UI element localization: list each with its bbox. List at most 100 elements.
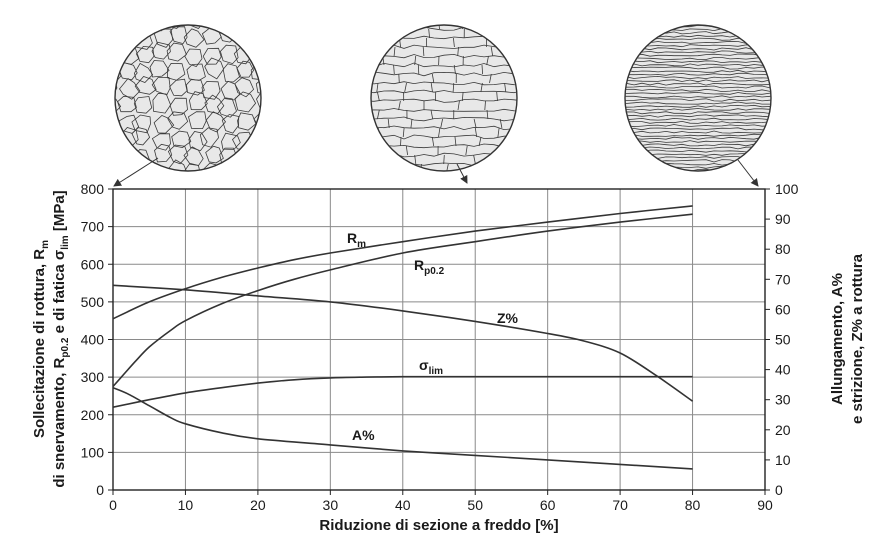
grain-boundary	[625, 79, 771, 83]
grain-boundary	[625, 53, 771, 57]
grain-boundary	[167, 111, 189, 130]
grain-boundary	[149, 60, 170, 78]
grain-boundary	[371, 116, 517, 122]
grain-boundary	[201, 81, 221, 100]
grain-boundary	[486, 55, 489, 66]
grain-boundary	[199, 127, 219, 148]
grain-boundary	[371, 98, 517, 103]
y-axis-left-title-line2: di snervamento, Rp0.2 e di fatica σlim […	[51, 190, 71, 487]
grain-boundary	[234, 77, 255, 98]
grain-boundary	[522, 29, 523, 38]
grain-boundary	[371, 134, 517, 140]
grain-boundary	[625, 60, 771, 64]
grain-boundary	[457, 100, 460, 111]
grain-boundary	[625, 111, 771, 115]
x-tick-label: 10	[178, 497, 194, 513]
y-tick-label-left: 500	[81, 294, 105, 310]
grain-boundary	[221, 164, 240, 171]
grain-boundary	[625, 136, 771, 140]
grain-boundary	[202, 47, 222, 65]
y-tick-label-right: 70	[775, 271, 791, 287]
grain-boundary	[625, 120, 771, 124]
x-tick-label: 20	[250, 497, 266, 513]
grain-boundary	[625, 101, 771, 105]
grain-boundary	[431, 73, 435, 84]
grain-boundary	[151, 133, 171, 151]
grain-boundary	[376, 82, 379, 93]
grain-boundary	[625, 114, 771, 118]
grain-boundary	[252, 25, 261, 27]
grain-boundary	[115, 148, 121, 167]
grain-boundary	[428, 28, 430, 39]
grain-boundary	[625, 63, 771, 67]
grain-boundary	[523, 146, 524, 155]
y-tick-label-right: 30	[775, 392, 791, 408]
label-sigma-lim: σlim	[419, 357, 443, 377]
grain-boundary	[625, 130, 771, 134]
grain-boundary	[478, 136, 482, 147]
grain-boundary	[499, 118, 503, 129]
grain-boundary	[625, 85, 771, 89]
y-tick-label-right: 10	[775, 452, 791, 468]
grain-boundary	[119, 77, 141, 100]
grain-boundary	[490, 46, 494, 57]
y-tick-label-right: 20	[775, 422, 791, 438]
grain-boundary	[116, 25, 136, 28]
grain-boundary	[625, 69, 771, 73]
grain-boundary	[371, 143, 517, 149]
grain-boundary	[398, 73, 400, 84]
grain-boundary	[167, 144, 189, 165]
y-tick-label-right: 80	[775, 241, 791, 257]
grain-boundary	[115, 111, 118, 129]
grain-boundary	[149, 164, 168, 171]
x-axis-title: Riduzione di sezione a freddo [%]	[319, 517, 558, 534]
grain-boundary	[250, 62, 261, 81]
arrow-micrograph-2	[456, 163, 468, 184]
grain-boundary	[115, 62, 122, 82]
grain-boundary	[486, 109, 489, 120]
arrow-micrograph-1	[113, 157, 159, 187]
arrow-micrograph-3	[737, 159, 759, 187]
grain-boundary	[134, 76, 157, 95]
grain-boundary	[454, 136, 457, 147]
x-tick-label: 40	[395, 497, 411, 513]
grain-boundary	[371, 53, 517, 59]
grain-boundary	[393, 64, 395, 75]
grain-boundary	[517, 164, 519, 173]
tick-labels: 0 10 20 30 40 50 60 70 80 90010020030040050060070…	[81, 181, 799, 513]
grain-boundary	[453, 64, 456, 75]
grain-boundary	[431, 136, 435, 147]
grain-boundary	[625, 133, 771, 137]
grain-boundary	[219, 44, 239, 65]
grain-boundary	[489, 73, 492, 84]
grain-boundary	[625, 75, 771, 80]
grain-boundary	[398, 100, 401, 111]
grain-boundary	[422, 46, 425, 57]
y-axis-right-title-line2: e strizione, Z% a rottura	[849, 253, 866, 424]
grain-boundary	[205, 111, 227, 133]
grain-boundary	[405, 145, 408, 156]
grain-boundary	[443, 154, 445, 165]
grain-boundary	[625, 95, 771, 99]
grain-boundary	[625, 72, 771, 76]
grain-boundary	[440, 118, 443, 129]
grain-boundary	[474, 127, 478, 138]
grain-boundary	[115, 126, 117, 148]
grain-boundary	[219, 25, 241, 29]
y-tick-label-right: 90	[775, 211, 791, 227]
grain-boundary	[171, 130, 192, 149]
grain-boundary	[371, 125, 517, 131]
grain-boundary	[115, 145, 135, 166]
series-line-0	[112, 205, 693, 320]
grain-boundary	[148, 25, 170, 32]
grain-boundary	[152, 92, 172, 114]
x-tick-label: 80	[685, 497, 701, 513]
series-line-4	[112, 386, 693, 470]
grain-boundary	[253, 129, 261, 146]
grain-boundary	[371, 37, 372, 48]
grain-boundary	[625, 56, 771, 60]
grain-boundary	[371, 108, 517, 112]
label-z: Z%	[497, 310, 519, 326]
y-tick-label-left: 100	[81, 444, 105, 460]
grain-boundary	[625, 146, 771, 150]
